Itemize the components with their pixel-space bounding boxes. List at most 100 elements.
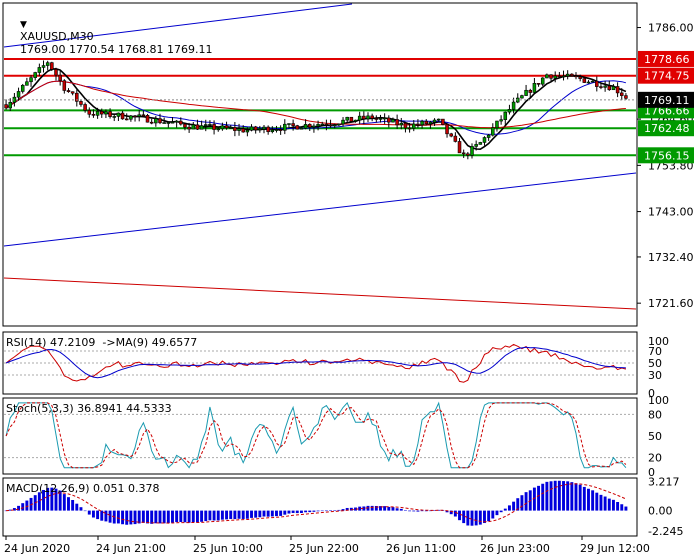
- macd-bar: [266, 510, 270, 517]
- candle: [482, 136, 487, 146]
- candle-body: [287, 123, 291, 125]
- candle: [58, 71, 62, 86]
- candle-body: [224, 125, 229, 129]
- candle: [308, 123, 312, 131]
- macd-bar: [245, 510, 249, 519]
- macd-bar: [541, 483, 545, 511]
- candle-body: [8, 101, 12, 109]
- level-tag-bg: [638, 147, 694, 164]
- candle-body: [241, 128, 245, 133]
- candle-body: [95, 111, 100, 116]
- stoch-tick-label: 0: [648, 466, 655, 479]
- candle: [141, 110, 146, 117]
- candle: [104, 109, 108, 119]
- candle-body: [353, 119, 358, 122]
- time-axis-label: 24 Jun 21:00: [96, 542, 166, 555]
- macd-bar: [37, 492, 41, 511]
- candle: [237, 123, 241, 136]
- macd-bar: [154, 510, 158, 524]
- macd-bar: [304, 510, 308, 513]
- macd-bar: [158, 510, 162, 524]
- candle-body: [486, 134, 491, 138]
- candle: [120, 110, 125, 120]
- candle-body: [91, 113, 96, 116]
- macd-bar: [116, 510, 120, 524]
- candle-body: [328, 124, 333, 127]
- candle: [599, 82, 603, 90]
- rsi-tick-label: 30: [648, 369, 662, 382]
- candle-body: [174, 120, 179, 123]
- candle-body: [295, 125, 300, 130]
- candle-body: [362, 115, 366, 120]
- macd-bar: [137, 510, 141, 524]
- macd-bar: [566, 481, 570, 511]
- macd-bar: [220, 510, 224, 520]
- rsi-title: RSI(14) 47.2109 ->MA(9) 49.6577: [6, 336, 198, 349]
- candle-body: [308, 124, 312, 128]
- macd-bar: [387, 506, 391, 511]
- level-tag-bg: [638, 50, 694, 67]
- candle: [166, 122, 171, 128]
- macd-bar: [320, 510, 324, 512]
- candle: [570, 73, 574, 77]
- candle: [108, 108, 112, 119]
- macd-bar: [433, 510, 437, 511]
- candle: [595, 76, 599, 92]
- level-tag-bg: [638, 67, 694, 84]
- candle: [491, 123, 495, 137]
- candle-body: [366, 115, 370, 120]
- stoch-pane[interactable]: [2, 397, 638, 475]
- macd-bar: [345, 507, 349, 511]
- time-axis-label: 29 Jun 12:00: [580, 542, 650, 555]
- macd-bar: [324, 510, 328, 512]
- macd-bar: [129, 510, 133, 525]
- candle: [16, 87, 21, 101]
- macd-bar: [187, 510, 191, 523]
- candle-body: [407, 127, 412, 130]
- candle: [341, 117, 345, 127]
- candle: [474, 140, 478, 151]
- candle: [540, 77, 545, 86]
- candle-body: [204, 124, 208, 126]
- macd-bar: [200, 510, 204, 522]
- macd-bar: [337, 509, 341, 511]
- macd-bar: [587, 488, 590, 511]
- macd-bar: [166, 510, 170, 524]
- candle: [620, 88, 624, 101]
- macd-bar: [58, 490, 62, 511]
- stoch-title: Stoch(5,3,3) 36.8941 44.5333: [6, 402, 172, 415]
- macd-bar: [462, 510, 466, 524]
- candle-body: [611, 86, 616, 91]
- macd-bar: [4, 510, 8, 512]
- candle: [607, 80, 612, 91]
- collapse-triangle-icon[interactable]: ▼: [20, 20, 27, 30]
- candle-body: [478, 142, 483, 145]
- candle: [295, 124, 300, 130]
- candle-body: [491, 127, 495, 136]
- macd-bar: [108, 510, 112, 523]
- candle-body: [220, 125, 225, 130]
- candle-body: [170, 121, 175, 124]
- level-tag-1: 1778.66: [638, 50, 694, 67]
- macd-bar: [532, 487, 536, 511]
- macd-bar: [21, 503, 25, 511]
- price-pane[interactable]: [2, 2, 638, 327]
- candle: [503, 111, 508, 125]
- macd-bar: [595, 492, 599, 511]
- candle-body: [258, 128, 262, 131]
- candle: [29, 75, 33, 87]
- macd-bar: [437, 509, 441, 511]
- macd-bar: [582, 486, 586, 511]
- macd-bar: [383, 506, 387, 511]
- candle-body: [154, 118, 158, 124]
- macd-bar: [403, 510, 407, 511]
- candle-body: [79, 101, 83, 105]
- candle-body: [382, 117, 387, 120]
- candle-body: [116, 112, 121, 117]
- candle-body: [453, 135, 458, 142]
- candle-body: [133, 115, 137, 118]
- stoch-tick-label: 100: [648, 394, 669, 407]
- candle-body: [104, 111, 108, 115]
- candle-body: [183, 123, 187, 128]
